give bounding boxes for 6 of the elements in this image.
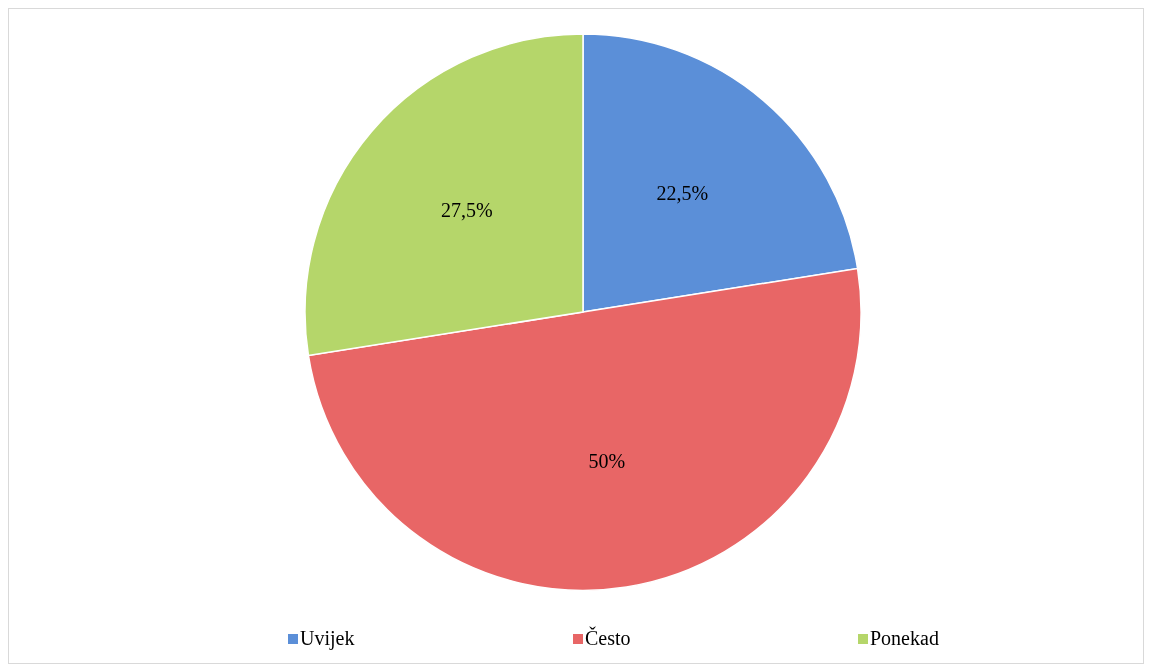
data-label: 27,5% (440, 199, 493, 222)
legend-label: Uvijek (300, 626, 355, 650)
legend-label: Često (585, 625, 631, 649)
data-label: 22,5% (656, 182, 709, 205)
legend-label: Ponekad (870, 626, 939, 649)
data-label: 50% (588, 449, 626, 472)
